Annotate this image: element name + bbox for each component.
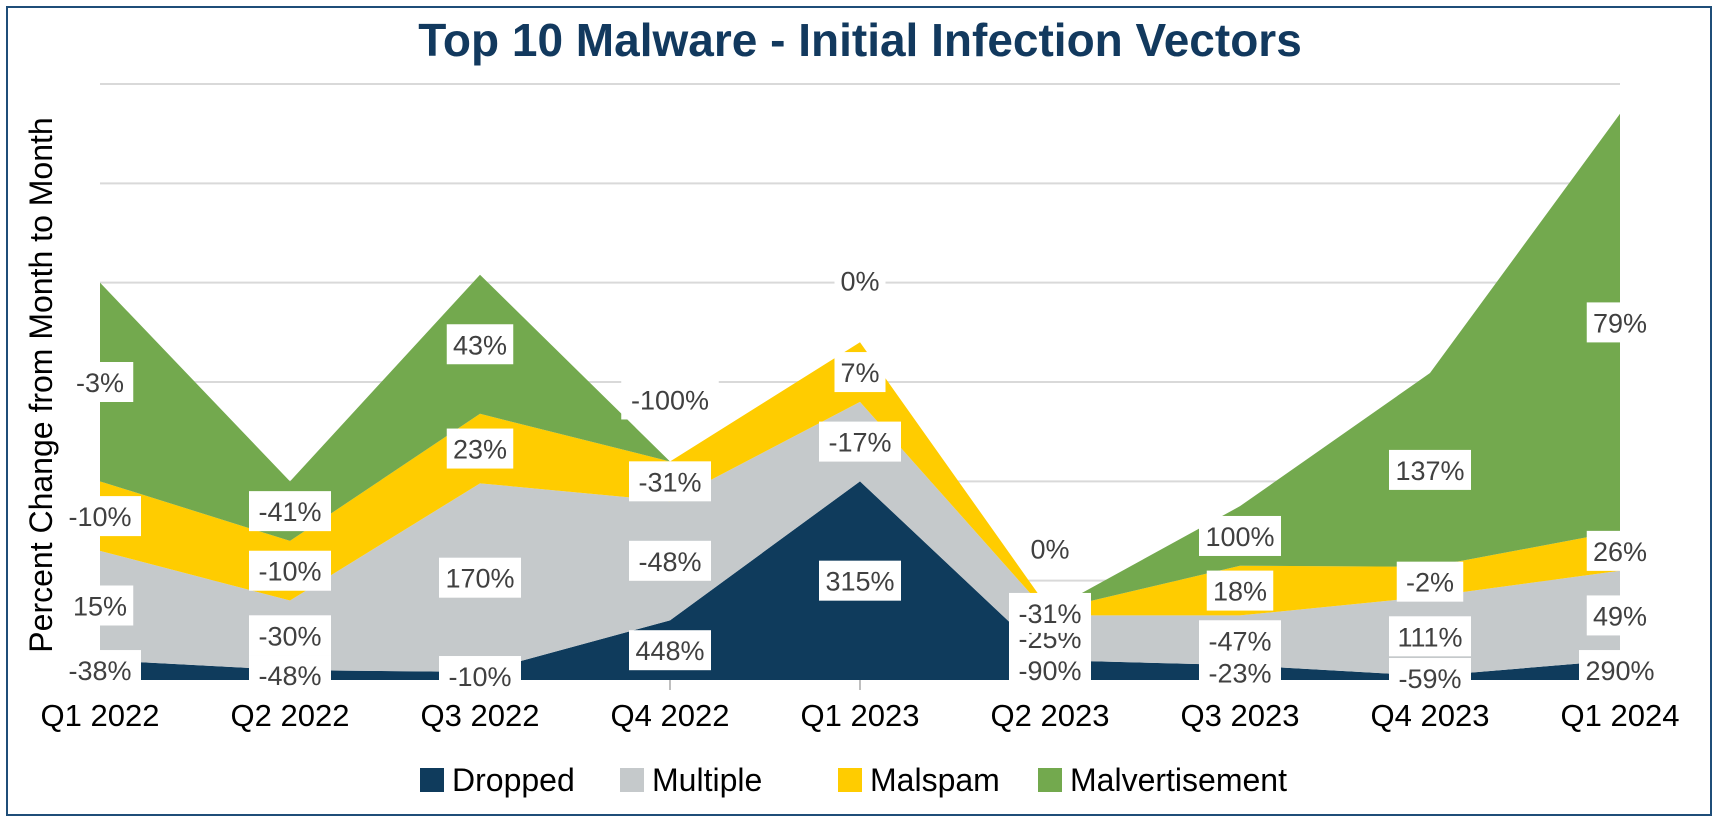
data-label-box-dropped: [59, 650, 141, 691]
data-label-box-dropped: [439, 656, 521, 697]
data-labels: -38% -48% -10% 448% 315% -90% -23% -59% 290% 15% -…: [59, 260, 1661, 699]
data-label-malspam: -2%: [1406, 568, 1454, 598]
data-label-box-malspam: [1009, 592, 1091, 633]
data-label-malvertisement: 0%: [840, 266, 879, 296]
legend-swatch-malspam: [838, 768, 862, 792]
data-label-box-malvertisement: [621, 379, 719, 420]
data-label-box-multiple: [439, 557, 521, 598]
data-label-box-multiple: [1199, 620, 1281, 661]
data-label-malspam: -10%: [258, 557, 321, 587]
data-label-box-multiple: [629, 540, 711, 581]
data-label-multiple: 49%: [1593, 601, 1647, 631]
legend-label-dropped: Dropped: [452, 762, 575, 798]
x-tick-label: Q2 2023: [991, 698, 1110, 733]
x-tick-label: Q2 2022: [231, 698, 350, 733]
data-label-box-malspam: [59, 496, 141, 537]
data-label-malvertisement: 0%: [1030, 534, 1069, 564]
data-label-malspam: -31%: [1018, 599, 1081, 629]
data-label-box-dropped: [1389, 658, 1471, 699]
data-label-multiple: -30%: [258, 621, 321, 651]
data-label-dropped: 448%: [635, 636, 704, 666]
data-label-malspam: -10%: [68, 502, 131, 532]
legend-swatch-multiple: [620, 768, 644, 792]
data-label-box-malspam: [446, 428, 514, 469]
data-label-box-multiple: [1389, 616, 1471, 657]
x-tick-label: Q1 2024: [1561, 698, 1680, 733]
x-tick-label: Q1 2022: [41, 698, 160, 733]
data-label-malvertisement: 43%: [453, 330, 507, 360]
data-label-malvertisement: -41%: [258, 497, 321, 527]
x-tick-label: Q4 2022: [611, 698, 730, 733]
data-label-box-multiple: [66, 585, 134, 626]
data-label-box-dropped: [1579, 650, 1661, 691]
data-label-box-malspam: [1206, 570, 1274, 611]
x-tick-label: Q1 2023: [801, 698, 920, 733]
data-label-dropped: -90%: [1018, 656, 1081, 686]
data-label-dropped: 315%: [825, 567, 894, 597]
data-label-box-malvertisement: [66, 362, 134, 402]
x-tick-label: Q3 2022: [421, 698, 540, 733]
area-malvertisement: [100, 113, 1620, 611]
data-label-multiple: -48%: [638, 547, 701, 577]
data-label-malspam: 18%: [1213, 577, 1267, 607]
data-label-multiple: -17%: [828, 428, 891, 458]
legend-swatch-malvertisement: [1038, 768, 1062, 792]
legend-label-multiple: Multiple: [652, 762, 762, 798]
data-label-box-multiple: [1586, 595, 1654, 636]
legend-label-malspam: Malspam: [870, 762, 1000, 798]
data-label-box-malspam: [834, 352, 886, 393]
chart-title: Top 10 Malware - Initial Infection Vecto…: [418, 14, 1302, 66]
data-label-box-malspam: [249, 550, 331, 591]
data-label-dropped: -38%: [68, 656, 131, 686]
data-label-box-dropped: [629, 630, 711, 671]
data-label-malvertisement: -100%: [631, 385, 709, 415]
data-label-box-dropped: [819, 560, 901, 601]
area-multiple: [100, 401, 1620, 677]
data-label-multiple: -47%: [1208, 626, 1271, 656]
data-label-box-malvertisement: [1024, 528, 1076, 569]
data-label-box-multiple: [819, 421, 901, 462]
data-label-malvertisement: 100%: [1205, 522, 1274, 552]
data-label-box-malvertisement: [446, 324, 514, 365]
data-label-malvertisement: 79%: [1593, 308, 1647, 338]
legend-label-malvertisement: Malvertisement: [1070, 762, 1287, 798]
data-label-multiple: 111%: [1397, 622, 1462, 652]
data-label-malspam: -31%: [638, 467, 701, 497]
data-label-malvertisement: -3%: [76, 368, 124, 398]
data-label-dropped: -59%: [1398, 664, 1461, 694]
x-axis-ticks: Q1 2022 Q2 2022 Q3 2022 Q4 2022 Q1 2023 Q2 20…: [41, 680, 1680, 733]
data-label-box-malvertisement: [1389, 449, 1471, 490]
data-label-dropped: 290%: [1585, 656, 1654, 686]
chart-frame: [6, 6, 1712, 816]
data-label-malspam: 26%: [1593, 537, 1647, 567]
data-label-box-malvertisement: [834, 260, 886, 301]
data-label-box-malspam: [1396, 561, 1464, 602]
legend: Dropped Multiple Malspam Malvertisement: [420, 762, 1287, 798]
data-label-dropped: -23%: [1208, 659, 1271, 689]
data-label-multiple: 15%: [73, 592, 127, 622]
data-label-malvertisement: 137%: [1395, 456, 1464, 486]
data-label-dropped: -10%: [448, 662, 511, 692]
data-label-box-multiple: [249, 615, 331, 656]
data-label-box-malspam: [629, 461, 711, 502]
data-label-box-dropped: [249, 655, 331, 696]
data-label-malspam: 7%: [840, 358, 879, 388]
x-tick-label: Q4 2023: [1371, 698, 1490, 733]
data-label-box-malvertisement: [1199, 515, 1281, 556]
data-label-box-malvertisement: [249, 491, 331, 532]
data-label-box-malvertisement: [1586, 302, 1654, 343]
data-label-dropped: -48%: [258, 661, 321, 691]
legend-swatch-dropped: [420, 768, 444, 792]
x-tick-label: Q3 2023: [1181, 698, 1300, 733]
data-label-malspam: 23%: [453, 435, 507, 465]
y-axis-label: Percent Change from Month to Month: [23, 117, 59, 652]
data-label-multiple: 170%: [445, 564, 514, 594]
data-label-box-malspam: [1586, 530, 1654, 571]
